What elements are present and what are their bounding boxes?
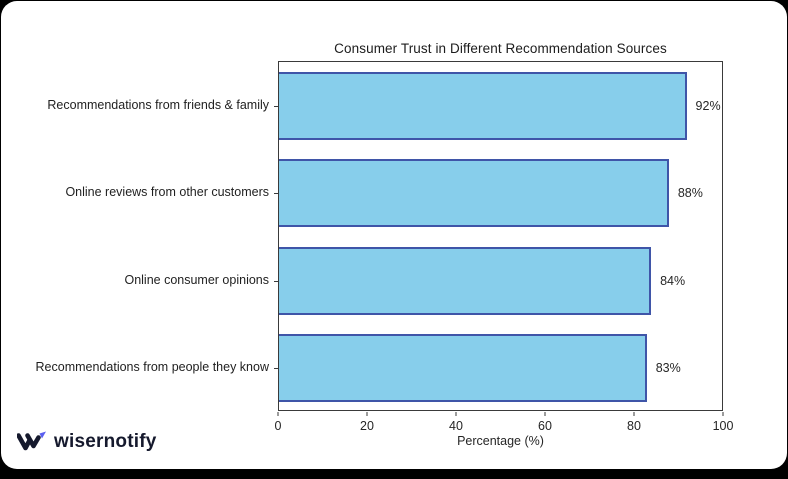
plot-area: 92% 88% 84% 83% (274, 61, 723, 411)
bar-value-label: 83% (655, 361, 681, 376)
x-tick-mark (455, 412, 457, 416)
category-label: Recommendations from friends & family (47, 97, 269, 112)
bar-3 (279, 334, 647, 402)
x-tick-label: 100 (712, 419, 734, 433)
x-tick-mark (633, 412, 635, 416)
y-axis-labels: Recommendations from friends & family Onl… (1, 61, 269, 411)
bar-value-label: 92% (695, 98, 721, 113)
bar-0 (279, 72, 687, 140)
category-label: Recommendations from people they know (35, 360, 269, 375)
wisernotify-logo-icon (17, 431, 47, 453)
y-tick-mark (274, 193, 279, 194)
bar-2 (279, 247, 652, 315)
x-tick-label: 40 (449, 419, 463, 433)
chart-card: Consumer Trust in Different Recommendati… (1, 1, 787, 469)
y-tick-mark (274, 106, 279, 107)
x-tick-mark (366, 412, 368, 416)
x-axis: 0 20 40 60 80 100 (274, 412, 733, 452)
x-tick-label: 80 (627, 419, 641, 433)
x-tick-label: 20 (360, 419, 374, 433)
chart-title: Consumer Trust in Different Recommendati… (334, 41, 667, 56)
x-tick-label: 0 (274, 419, 282, 433)
x-tick-mark (277, 412, 279, 416)
x-tick-mark (544, 412, 546, 416)
category-label: Online consumer opinions (124, 272, 269, 287)
category-label: Online reviews from other customers (65, 185, 269, 200)
x-tick-mark (722, 412, 724, 416)
y-tick-mark (274, 368, 279, 369)
x-axis-title: Percentage (%) (457, 434, 544, 448)
wisernotify-logo: wisernotify (17, 431, 157, 453)
bar-1 (279, 159, 669, 227)
y-tick-mark (274, 281, 279, 282)
x-tick-label: 60 (538, 419, 552, 433)
wisernotify-logo-text: wisernotify (54, 431, 157, 452)
bar-value-label: 84% (660, 273, 686, 288)
bar-value-label: 88% (677, 186, 703, 201)
